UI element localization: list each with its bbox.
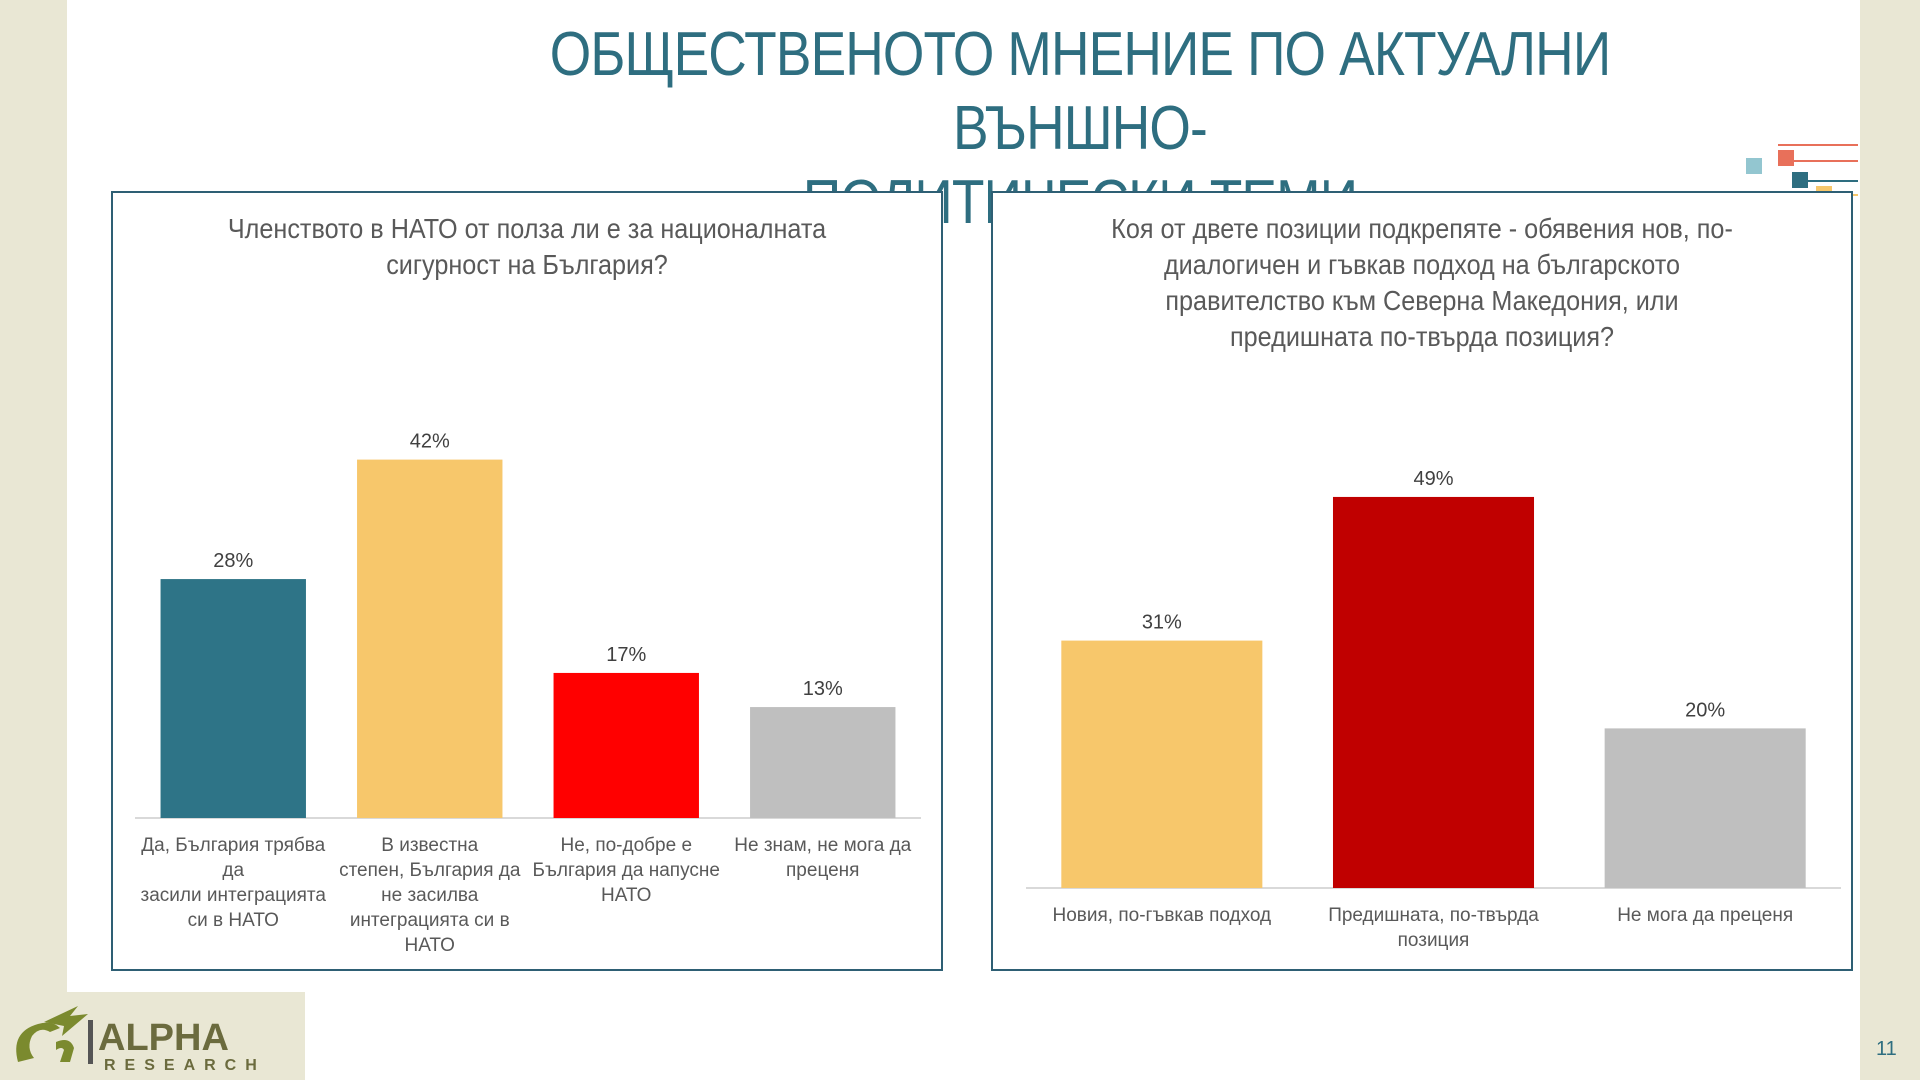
logo-sub-text: RESEARCH [104,1057,266,1074]
category-label: Не знам, не мога да преценя [725,833,922,883]
category-label-line: преценя [786,860,860,881]
category-label-line: България да напусне [532,860,720,881]
data-label: 42% [410,431,450,453]
data-label: 20% [1685,699,1725,721]
category-label-line: Не мога да преценя [1617,905,1794,926]
chart-panel-macedonia: Коя от двете позиции подкрепяте - обявен… [991,191,1853,971]
category-label-line: В известна [381,835,479,856]
category-label-line: си в НАТО [187,910,279,931]
category-label: Не, по-добре е България да напусне НАТО [528,833,725,908]
chart-title-line: Членството в НАТО от полза ли е за нацио… [227,213,827,244]
data-label: 17% [606,644,646,666]
chart-panel-nato: Членството в НАТО от полза ли е за нацио… [111,191,943,971]
category-label: Да, България трябва да засили интеграцият… [135,833,332,933]
page-number: 11 [1876,1038,1897,1060]
category-label-line: Не, по-добре е [560,835,693,856]
category-label-line: НАТО [404,935,455,956]
category-label-line: степен, България да [339,860,521,881]
logo-brand-text: ALPHA [98,1017,229,1059]
chart-title: Членството в НАТО от полза ли е за нацио… [154,211,899,283]
logo: ALPHA RESEARCH [0,992,305,1080]
page-title-line-1: ОБЩЕСТВЕНОТО МНЕНИЕ ПО АКТУАЛНИ ВЪНШНО- [549,20,1611,163]
bar-chart-macedonia: 31% 49% 20% [1026,468,1841,889]
category-label-line: не засилва [381,885,479,906]
category-label: В известна степен, България да не засилва и… [332,833,529,958]
category-label-line: Предишната, по-твърда [1328,905,1539,926]
alpha-research-logo-icon: ALPHA RESEARCH [16,1006,266,1074]
bar [553,672,699,818]
data-label: 49% [1413,468,1453,490]
category-label-line: Да, България трябва да [141,835,326,881]
category-label-line: позиция [1397,930,1470,951]
bar [357,459,503,818]
chart-title-line: предишната по-твърда позиция? [1229,321,1614,352]
data-label: 31% [1142,612,1182,634]
category-label-line: засили интеграцията [140,885,326,906]
category-label-line: Не знам, не мога да [734,835,912,856]
chart-title-line: диалогичен и гъвкав подход на българскот… [1163,249,1681,280]
category-label: Новия, по-гъвкав подход [1026,903,1298,928]
bar [1332,496,1535,888]
bar [1061,640,1263,888]
data-label: 28% [213,550,253,572]
category-label-line: Новия, по-гъвкав подход [1052,905,1272,926]
chart-title-line: Коя от двете позиции подкрепяте - обявен… [1111,213,1733,244]
category-label-line: интеграцията си в [349,910,510,931]
chart-title-line: сигурност на България? [386,249,668,280]
chart-title: Коя от двете позиции подкрепяте - обявен… [1036,211,1808,355]
right-margin-band [1860,0,1920,1080]
category-label: Предишната, по-твърда позиция [1298,903,1570,953]
bar-chart-nato: 28% 42% 17% 13% [135,431,921,819]
bar [1604,728,1806,888]
chart-title-line: правителство към Северна Македония, или [1165,285,1679,316]
data-label: 13% [803,678,843,700]
bar [160,579,306,818]
bar [750,707,896,818]
category-label: Не мога да преценя [1569,903,1841,928]
category-label-line: НАТО [601,885,652,906]
left-margin-band [0,0,67,1080]
